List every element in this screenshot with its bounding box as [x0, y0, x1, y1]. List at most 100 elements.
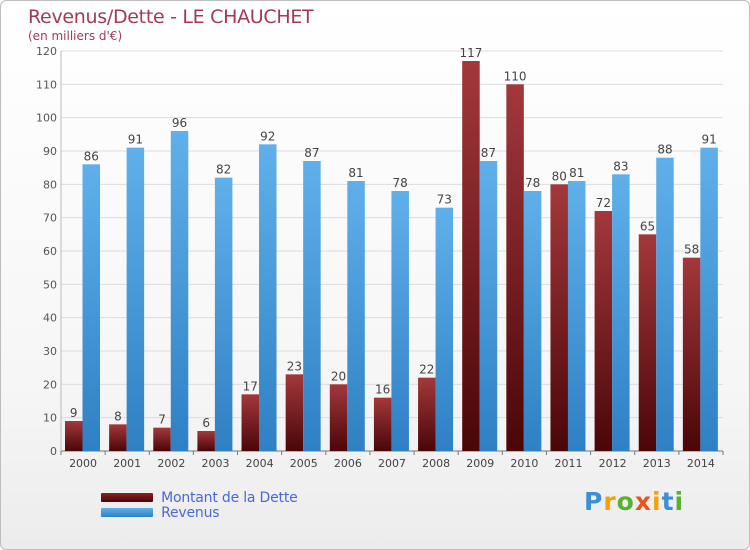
y-tick-label: 90	[43, 145, 57, 158]
bar-revenus	[259, 144, 277, 452]
logo-letter: i	[652, 487, 662, 516]
y-tick-label: 60	[43, 245, 57, 258]
bar-dette	[373, 397, 392, 451]
logo-letter: x	[634, 487, 652, 516]
legend-label-dette: Montant de la Dette	[161, 489, 298, 506]
bar-dette	[506, 84, 524, 451]
x-tick-label: 2002	[157, 457, 185, 470]
x-tick-label: 2007	[378, 457, 406, 470]
y-tick-label: 20	[43, 378, 57, 391]
bar-revenus	[612, 174, 630, 452]
bar-dette	[197, 431, 215, 451]
data-label-dette: 65	[640, 219, 655, 233]
x-tick-label: 2013	[643, 457, 671, 470]
legend-item-dette: Montant de la Dette	[101, 487, 298, 506]
data-label-dette: 17	[243, 379, 258, 393]
data-label-revenus: 83	[613, 159, 628, 173]
legend: Montant de la Dette Revenus	[101, 487, 298, 521]
x-tick-label: 2001	[113, 457, 141, 470]
bar-revenus	[567, 181, 586, 451]
bar-dette	[594, 211, 613, 451]
x-tick-label: 2008	[422, 457, 450, 470]
data-label-revenus: 81	[569, 166, 584, 180]
bar-dette	[682, 257, 701, 451]
bar-dette	[638, 234, 657, 451]
data-label-revenus: 91	[701, 133, 716, 147]
data-label-dette: 80	[552, 169, 567, 183]
data-label-dette: 9	[70, 406, 78, 420]
data-label-revenus: 82	[216, 163, 231, 177]
data-label-dette: 117	[459, 46, 482, 60]
logo-letter: i	[674, 487, 685, 516]
x-tick-label: 2012	[599, 457, 627, 470]
legend-item-revenus: Revenus	[101, 502, 298, 521]
data-label-revenus: 73	[437, 193, 452, 207]
x-tick-label: 2006	[334, 457, 362, 470]
y-tick-label: 0	[50, 445, 57, 458]
data-label-dette: 58	[684, 243, 699, 257]
data-label-revenus: 81	[348, 166, 363, 180]
data-label-dette: 7	[158, 413, 166, 427]
y-tick-label: 80	[43, 178, 57, 191]
x-tick-label: 2000	[69, 457, 97, 470]
logo-letter: o	[616, 487, 635, 516]
data-label-dette: 16	[375, 383, 390, 397]
y-tick-label: 30	[43, 345, 57, 358]
bar-revenus	[435, 207, 454, 451]
x-tick-label: 2004	[246, 457, 274, 470]
bar-revenus	[303, 161, 321, 451]
data-label-dette: 6	[202, 416, 210, 430]
bar-revenus	[347, 181, 365, 451]
bar-revenus	[126, 147, 145, 451]
bar-dette	[418, 377, 436, 451]
y-tick-label: 40	[43, 312, 57, 325]
bar-revenus	[479, 161, 498, 451]
bar-revenus	[82, 164, 100, 452]
bar-dette	[329, 384, 348, 451]
bar-dette	[153, 427, 171, 451]
bar-dette	[285, 374, 304, 451]
data-label-dette: 23	[287, 359, 302, 373]
x-tick-label: 2010	[510, 457, 538, 470]
bar-dette	[550, 184, 568, 452]
data-label-revenus: 91	[128, 133, 143, 147]
bar-dette	[462, 61, 480, 451]
bar-revenus	[523, 191, 542, 451]
legend-label-revenus: Revenus	[161, 504, 220, 521]
data-label-revenus: 87	[304, 146, 319, 160]
y-tick-label: 70	[43, 212, 57, 225]
data-label-revenus: 92	[260, 129, 275, 143]
data-label-revenus: 78	[393, 176, 408, 190]
logo-letter: t	[661, 487, 675, 516]
legend-swatch-dette	[101, 493, 153, 502]
data-label-dette: 8	[114, 409, 122, 423]
x-tick-label: 2014	[687, 457, 715, 470]
data-label-dette: 20	[331, 369, 346, 383]
data-label-dette: 22	[419, 363, 434, 377]
bar-dette	[65, 421, 83, 451]
legend-swatch-revenus	[101, 508, 153, 517]
data-label-revenus: 87	[481, 146, 496, 160]
x-tick-label: 2011	[555, 457, 583, 470]
bar-revenus	[391, 191, 409, 451]
y-tick-label: 100	[36, 112, 57, 125]
data-label-revenus: 88	[657, 143, 672, 157]
y-tick-label: 110	[36, 78, 57, 91]
data-label-revenus: 78	[525, 176, 540, 190]
proxiti-logo: Proxiti	[584, 487, 684, 516]
bar-revenus	[214, 177, 233, 451]
logo-letter: r	[603, 487, 617, 516]
data-label-dette: 110	[504, 69, 527, 83]
bar-dette	[109, 424, 127, 451]
y-tick-label: 50	[43, 278, 57, 291]
data-label-dette: 72	[596, 196, 611, 210]
data-label-revenus: 86	[84, 149, 99, 163]
chart-title: Revenus/Dette - LE CHAUCHET	[28, 6, 314, 28]
bar-dette	[241, 394, 260, 451]
x-tick-label: 2005	[290, 457, 318, 470]
bar-revenus	[700, 147, 718, 451]
y-tick-label: 120	[36, 45, 57, 58]
x-tick-label: 2009	[466, 457, 494, 470]
